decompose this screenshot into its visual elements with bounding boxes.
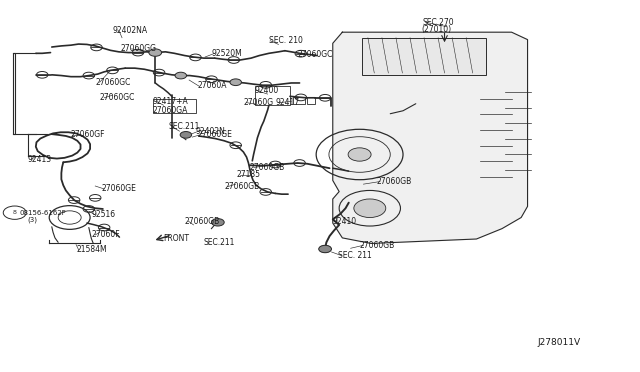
Text: (3): (3): [28, 216, 38, 222]
Text: 27060A: 27060A: [197, 81, 227, 90]
Text: 27060GB: 27060GB: [184, 217, 220, 226]
Text: 92402NA: 92402NA: [113, 26, 148, 35]
Circle shape: [319, 245, 332, 253]
Circle shape: [149, 49, 162, 56]
Text: SEC. 211: SEC. 211: [338, 251, 372, 260]
Text: 92516: 92516: [92, 211, 115, 219]
Text: 27060GB: 27060GB: [224, 182, 259, 191]
Text: 27060GE: 27060GE: [197, 130, 232, 140]
Text: 27060GF: 27060GF: [71, 130, 106, 140]
Text: SEC.211: SEC.211: [168, 122, 200, 131]
Circle shape: [175, 72, 186, 79]
Text: (27010): (27010): [421, 25, 451, 34]
Circle shape: [230, 79, 241, 86]
Bar: [293, 97, 305, 104]
Circle shape: [180, 132, 191, 138]
Text: SEC. 210: SEC. 210: [269, 36, 303, 45]
Circle shape: [354, 199, 386, 218]
Text: 27060GE: 27060GE: [102, 185, 136, 193]
Text: 8: 8: [13, 210, 17, 215]
Text: 92413: 92413: [28, 155, 52, 164]
Text: 92410: 92410: [333, 217, 357, 226]
Text: 27060F: 27060F: [92, 230, 120, 240]
Text: 27060GG: 27060GG: [121, 44, 157, 53]
Text: 27060GC: 27060GC: [298, 50, 333, 59]
Text: SEC.270: SEC.270: [422, 18, 454, 27]
Text: 27185: 27185: [237, 170, 261, 179]
Text: 92400: 92400: [255, 86, 279, 95]
Bar: [153, 99, 196, 113]
Text: 92402N: 92402N: [195, 126, 225, 136]
Bar: [255, 86, 290, 105]
Text: SEC.211: SEC.211: [204, 238, 235, 247]
Text: 27060GB: 27060GB: [360, 241, 395, 250]
Text: 92417+A: 92417+A: [153, 97, 188, 106]
Bar: [362, 38, 486, 75]
Text: 92417: 92417: [275, 98, 300, 107]
Bar: [13, 52, 15, 134]
Text: 27060GB: 27060GB: [376, 177, 412, 186]
Text: 27060GB: 27060GB: [250, 163, 285, 172]
Text: 92520M: 92520M: [211, 49, 242, 58]
Text: 27060GA: 27060GA: [153, 106, 188, 115]
Circle shape: [348, 148, 371, 161]
Polygon shape: [333, 32, 527, 243]
Text: 27060GC: 27060GC: [95, 78, 131, 87]
Text: 27060G: 27060G: [243, 98, 273, 107]
Text: 21584M: 21584M: [76, 245, 107, 254]
Circle shape: [211, 219, 224, 226]
Text: J278011V: J278011V: [537, 338, 580, 347]
Text: FRONT: FRONT: [164, 234, 189, 243]
Text: 08156-6162F: 08156-6162F: [20, 210, 67, 216]
Text: 27060GC: 27060GC: [100, 93, 135, 102]
Bar: [307, 97, 315, 104]
